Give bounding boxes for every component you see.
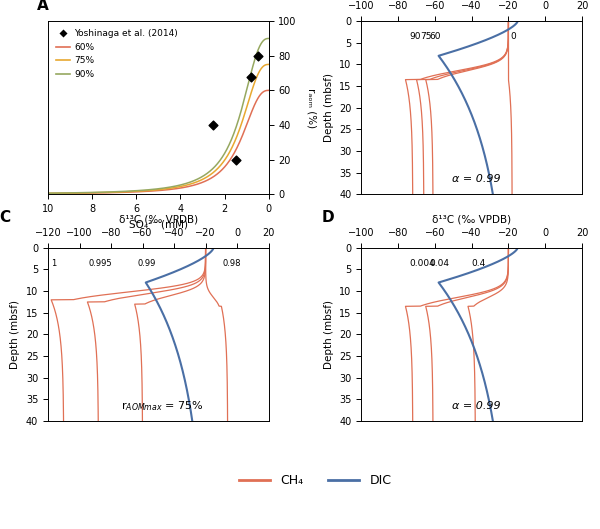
Text: r$_{AOMmax}$ = 75%: r$_{AOMmax}$ = 75% — [121, 399, 204, 413]
Y-axis label: rₐₒₘ (%): rₐₒₘ (%) — [306, 88, 316, 127]
Y-axis label: Depth (mbsf): Depth (mbsf) — [323, 73, 334, 142]
Text: 0: 0 — [510, 32, 516, 41]
Point — [231, 156, 241, 164]
Text: 0.04: 0.04 — [430, 259, 449, 268]
Y-axis label: Depth (mbsf): Depth (mbsf) — [323, 300, 334, 369]
Point — [209, 121, 218, 129]
X-axis label: SO₄²⁻ (mM): SO₄²⁻ (mM) — [129, 220, 188, 230]
Legend: Yoshinaga et al. (2014), 60%, 75%, 90%: Yoshinaga et al. (2014), 60%, 75%, 90% — [53, 26, 182, 83]
Text: C: C — [0, 211, 11, 225]
Text: 75: 75 — [420, 32, 431, 41]
Text: D: D — [322, 211, 334, 225]
Text: α = 0.99: α = 0.99 — [452, 401, 500, 411]
X-axis label: δ¹³C (‰ VPDB): δ¹³C (‰ VPDB) — [432, 215, 511, 225]
Legend: CH₄, DIC: CH₄, DIC — [233, 469, 397, 492]
Point — [246, 72, 256, 81]
Text: 0.98: 0.98 — [223, 259, 241, 268]
X-axis label: δ¹³C (‰ VPDB): δ¹³C (‰ VPDB) — [119, 215, 198, 225]
Y-axis label: Depth (mbsf): Depth (mbsf) — [10, 300, 20, 369]
Text: α = 0.99: α = 0.99 — [452, 174, 500, 184]
Text: 60: 60 — [430, 32, 441, 41]
Text: 1: 1 — [51, 259, 56, 268]
Text: 0.4: 0.4 — [472, 259, 486, 268]
Text: 90: 90 — [409, 32, 421, 41]
Text: 0.99: 0.99 — [138, 259, 156, 268]
Text: 0.004: 0.004 — [409, 259, 435, 268]
Text: 0.995: 0.995 — [89, 259, 113, 268]
Text: A: A — [37, 0, 49, 13]
Point — [253, 51, 262, 60]
